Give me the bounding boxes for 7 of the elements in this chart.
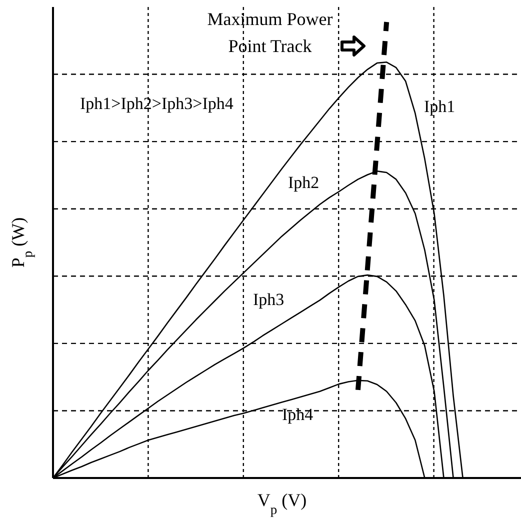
series-label: Iph1	[424, 97, 456, 116]
x-axis-title: V$_{p}$ (V)	[257, 490, 307, 516]
series-label: Iph3	[253, 290, 284, 309]
annotation: Iph1>Iph2>Iph3>Iph4	[80, 94, 234, 113]
annotation: Maximum Power Point Track	[207, 9, 333, 56]
series-label: Iph4	[282, 405, 314, 424]
series-label: Iph2	[288, 173, 320, 192]
